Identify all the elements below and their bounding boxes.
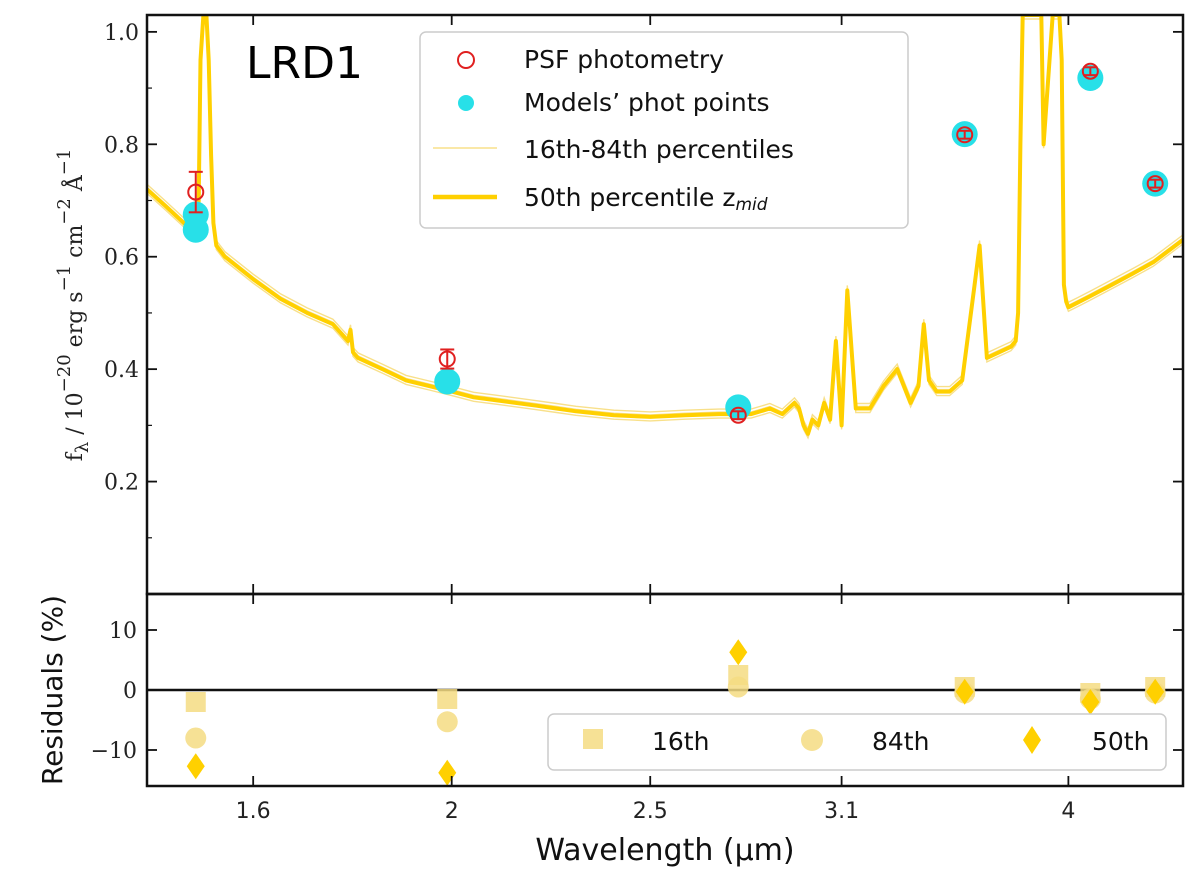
legend-50th-label: 50th (1092, 727, 1149, 756)
median-model-line (147, 15, 1183, 436)
top-panel: 0.2 0.4 0.6 0.8 1.0 fλ / 10−20 erg s−1 cm−2 … (54, 13, 1185, 596)
top-points-layer (182, 62, 1169, 424)
top-y-tick-label: 0.8 (104, 133, 139, 158)
residual-16th-marker (437, 689, 458, 709)
top-y-tick-label: 0.4 (104, 358, 139, 383)
residual-50th-marker (438, 759, 457, 786)
panel-title-label: LRD1 (246, 38, 363, 89)
legend-16th-marker (583, 729, 603, 749)
bottom-y-tick-label: 0 (123, 679, 137, 704)
psf-photometry-point (438, 350, 456, 368)
psf-photometry-point (729, 406, 747, 424)
legend-16th-label: 16th (652, 727, 709, 756)
residual-50th-marker (1081, 689, 1100, 715)
bottom-y-axis-label: Residuals (%) (36, 595, 69, 785)
residual-points-layer (185, 639, 1166, 786)
bottom-x-axis: 1.6 2 2.5 3.1 4 (236, 594, 1075, 824)
residual-50th-marker (186, 753, 205, 780)
residual-84th-marker (185, 727, 207, 749)
top-series-layer (147, 15, 1183, 440)
residual-84th-marker (436, 711, 458, 733)
psf-photometry-point (956, 126, 974, 144)
top-y-tick-label: 0.2 (104, 471, 139, 496)
top-y-axis: 0.2 0.4 0.6 0.8 1.0 (104, 21, 1183, 539)
x-tick-label: 1.6 (236, 799, 271, 824)
top-x-ticks (252, 15, 1070, 594)
legend-median-label: 50th percentile zmid (524, 183, 768, 215)
psf-photometry-point (187, 183, 205, 201)
model-phot-point (182, 216, 209, 243)
residual-50th-marker (1146, 678, 1165, 705)
x-tick-label: 2.5 (633, 799, 668, 824)
bottom-y-tick-label: 10 (109, 619, 137, 644)
top-legend-box (419, 31, 909, 229)
x-tick-label: 2 (445, 799, 459, 824)
legend-84th-label: 84th (872, 727, 929, 756)
top-y-tick-label: 1.0 (104, 21, 139, 46)
legend-84th-marker (801, 729, 823, 751)
bottom-panel: −10 0 10 1.6 2 2.5 3.1 4 Residuals (%) Wavelen… (36, 592, 1185, 868)
x-axis-label: Wavelength (μm) (535, 833, 794, 868)
legend-model-points-marker (458, 95, 474, 111)
legend-50th-marker (1023, 726, 1041, 754)
legend-psf-marker (457, 51, 475, 69)
residual-84th-marker (727, 676, 749, 698)
residual-legend-box (547, 713, 1167, 771)
x-tick-label: 3.1 (824, 799, 859, 824)
residual-50th-marker (729, 639, 748, 666)
model-phot-point (434, 368, 461, 395)
bottom-y-tick-label: −10 (91, 739, 137, 764)
residual-16th-marker (185, 692, 206, 712)
legend-model-points-label: Models’ phot points (524, 88, 770, 117)
x-tick-label: 4 (1061, 799, 1075, 824)
psf-photometry-point (1146, 175, 1164, 193)
residual-50th-marker (955, 678, 974, 705)
top-legend: PSF photometry Models’ phot points 16th-… (419, 31, 909, 229)
top-y-tick-label: 0.6 (104, 246, 139, 271)
residual-legend: 16th 84th 50th (547, 713, 1167, 771)
psf-photometry-point (1081, 62, 1099, 80)
legend-psf-label: PSF photometry (524, 45, 724, 74)
bottom-y-axis: −10 0 10 (91, 619, 1183, 764)
top-y-axis-label: fλ / 10−20 erg s−1 cm−2 Å−1 (54, 149, 93, 462)
legend-percentiles-label: 16th-84th percentiles (524, 135, 794, 164)
